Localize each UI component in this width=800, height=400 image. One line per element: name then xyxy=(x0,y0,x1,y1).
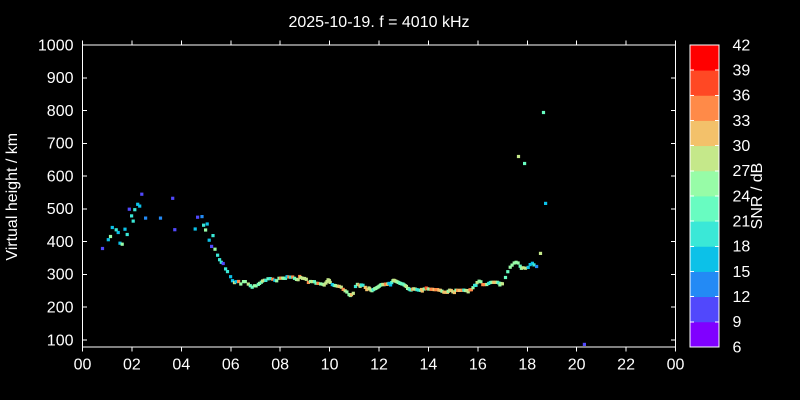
svg-text:14: 14 xyxy=(420,357,438,374)
svg-text:600: 600 xyxy=(47,168,74,185)
svg-text:00: 00 xyxy=(667,357,685,374)
svg-text:16: 16 xyxy=(469,357,487,374)
svg-text:33: 33 xyxy=(733,113,751,130)
svg-text:42: 42 xyxy=(733,37,751,54)
svg-text:200: 200 xyxy=(47,300,74,317)
svg-text:1000: 1000 xyxy=(38,37,74,54)
svg-text:100: 100 xyxy=(47,332,74,349)
svg-text:20: 20 xyxy=(568,357,586,374)
svg-text:12: 12 xyxy=(733,289,751,306)
svg-text:06: 06 xyxy=(222,357,240,374)
svg-text:SNR / dB: SNR / dB xyxy=(749,163,766,230)
svg-text:6: 6 xyxy=(733,339,742,356)
svg-text:300: 300 xyxy=(47,267,74,284)
svg-text:2025-10-19. f = 4010 kHz: 2025-10-19. f = 4010 kHz xyxy=(288,14,469,31)
svg-text:30: 30 xyxy=(733,138,751,155)
svg-text:500: 500 xyxy=(47,201,74,218)
svg-text:700: 700 xyxy=(47,136,74,153)
svg-text:18: 18 xyxy=(733,239,751,256)
svg-text:12: 12 xyxy=(370,357,388,374)
svg-text:22: 22 xyxy=(617,357,635,374)
svg-text:36: 36 xyxy=(733,88,751,105)
svg-text:800: 800 xyxy=(47,103,74,120)
svg-text:27: 27 xyxy=(733,163,751,180)
svg-text:Virtual height / km: Virtual height / km xyxy=(4,133,21,261)
svg-text:10: 10 xyxy=(321,357,339,374)
svg-text:21: 21 xyxy=(733,213,751,230)
svg-text:39: 39 xyxy=(733,62,751,79)
svg-text:24: 24 xyxy=(733,188,751,205)
svg-text:00: 00 xyxy=(74,357,92,374)
svg-text:02: 02 xyxy=(123,357,141,374)
svg-text:04: 04 xyxy=(172,357,190,374)
svg-text:08: 08 xyxy=(271,357,289,374)
svg-text:9: 9 xyxy=(733,314,742,331)
svg-text:15: 15 xyxy=(733,264,751,281)
svg-text:400: 400 xyxy=(47,234,74,251)
svg-text:900: 900 xyxy=(47,70,74,87)
svg-text:18: 18 xyxy=(518,357,536,374)
